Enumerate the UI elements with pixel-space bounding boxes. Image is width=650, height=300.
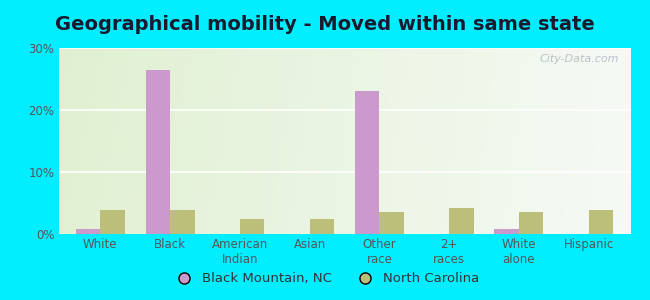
Bar [170, 210, 194, 234]
Bar [519, 212, 543, 234]
Bar [495, 229, 519, 234]
Bar [100, 210, 125, 234]
Bar [240, 218, 265, 234]
Bar [380, 212, 404, 234]
Bar [76, 229, 100, 234]
Text: City-Data.com: City-Data.com [540, 54, 619, 64]
Bar [589, 210, 613, 234]
Legend: Black Mountain, NC, North Carolina: Black Mountain, NC, North Carolina [165, 267, 485, 290]
Bar [309, 218, 334, 234]
Bar [449, 208, 474, 234]
Bar [146, 70, 170, 234]
Bar [355, 92, 380, 234]
Text: Geographical mobility - Moved within same state: Geographical mobility - Moved within sam… [55, 15, 595, 34]
